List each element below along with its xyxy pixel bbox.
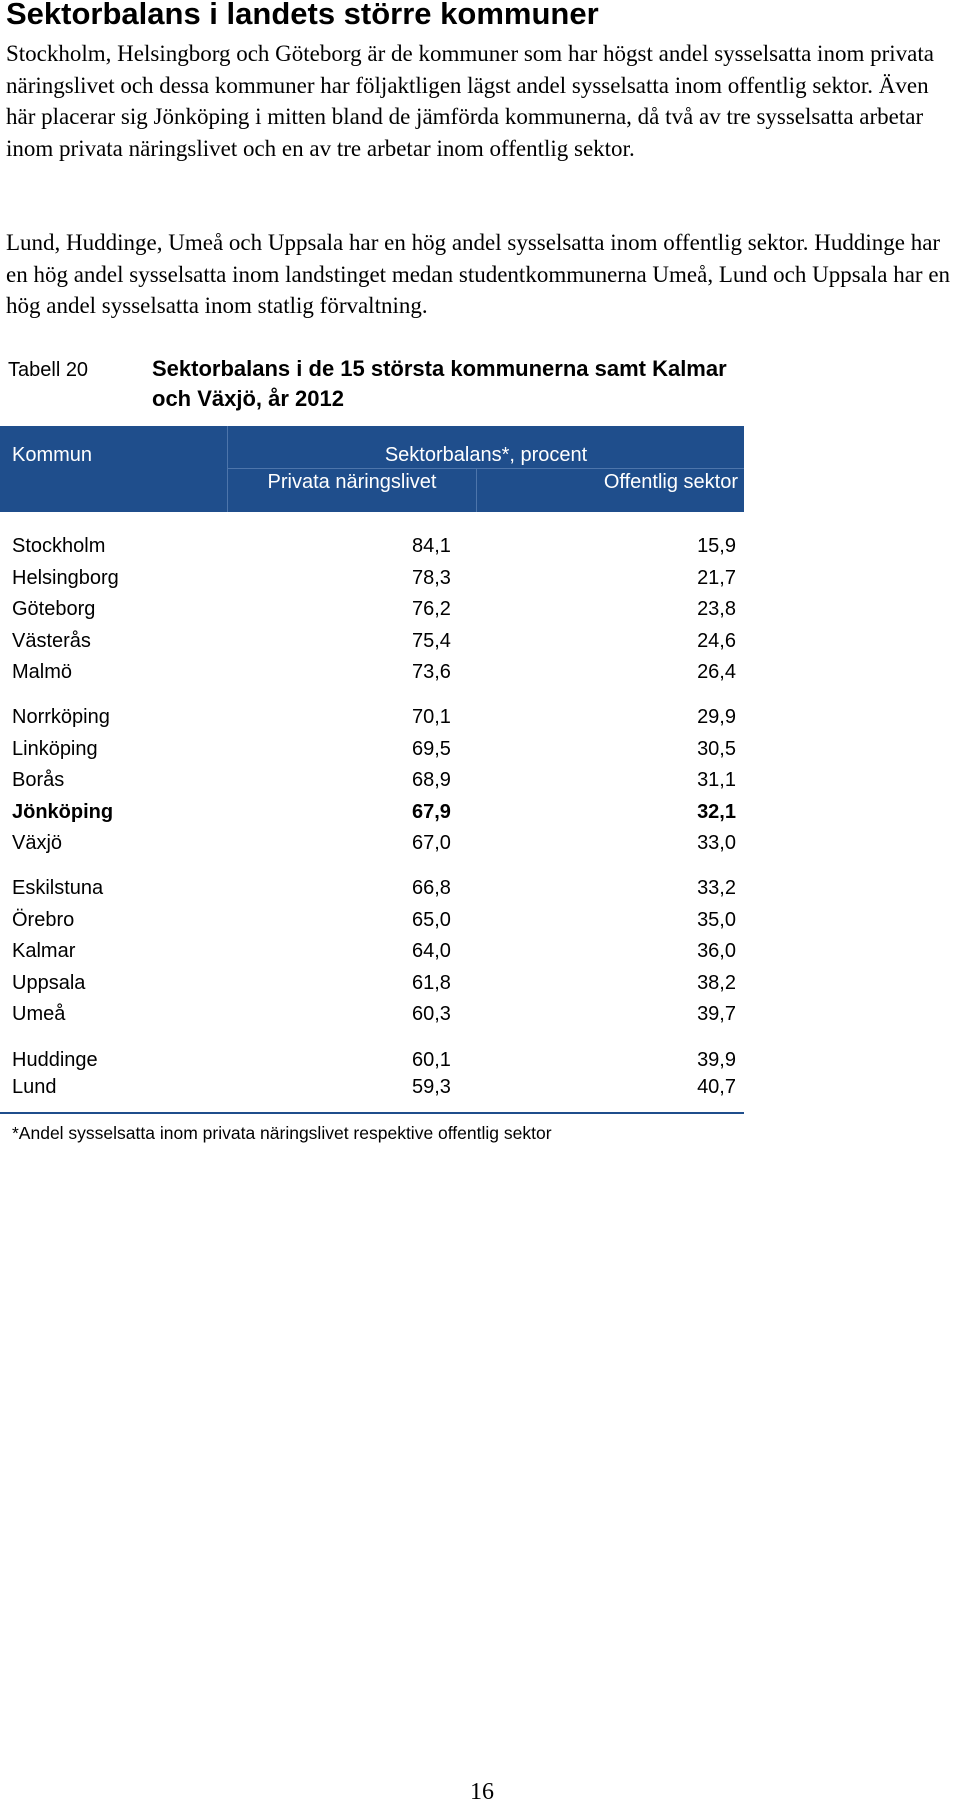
page-number: 16 — [470, 1779, 494, 1805]
table-row-highlighted: Jönköping 67,9 32,1 — [0, 798, 744, 826]
cell-offentlig: 15,9 — [697, 535, 736, 557]
cell-offentlig: 26,4 — [697, 661, 736, 683]
cell-privat: 59,3 — [412, 1076, 451, 1098]
table-row: Örebro 65,0 35,0 — [0, 906, 744, 934]
cell-kommun: Malmö — [12, 661, 73, 683]
cell-privat: 64,0 — [412, 940, 451, 962]
table-footnote: *Andel sysselsatta inom privata näringsl… — [12, 1123, 552, 1143]
cell-kommun: Örebro — [12, 908, 75, 931]
cell-offentlig: 39,9 — [697, 1049, 736, 1071]
header-sektorbalans: Sektorbalans*, procent — [384, 444, 588, 466]
cell-kommun: Uppsala — [12, 971, 86, 994]
table-row: Huddinge 60,1 39,9 — [0, 1046, 744, 1074]
cell-kommun: Lund — [12, 1076, 57, 1098]
header-kommun: Kommun — [12, 444, 93, 466]
table-row: Borås 68,9 31,1 — [0, 766, 744, 794]
cell-kommun: Borås — [12, 769, 65, 791]
paragraph-1: Stockholm, Helsingborg och Göteborg är d… — [6, 41, 934, 161]
cell-kommun: Göteborg — [12, 598, 96, 620]
cell-offentlig: 32,1 — [697, 800, 736, 823]
cell-privat: 60,3 — [412, 1003, 451, 1025]
header-divider — [228, 468, 744, 469]
cell-privat: 66,8 — [412, 877, 451, 899]
cell-privat: 69,5 — [412, 737, 451, 760]
cell-kommun: Stockholm — [12, 535, 106, 557]
table-row: Kalmar 64,0 36,0 — [0, 937, 744, 965]
cell-kommun: Linköping — [12, 737, 98, 760]
cell-offentlig: 33,2 — [697, 877, 736, 899]
cell-offentlig: 24,6 — [697, 629, 736, 652]
cell-privat: 61,8 — [412, 971, 451, 994]
cell-offentlig: 35,0 — [697, 908, 736, 931]
cell-offentlig: 33,0 — [697, 832, 736, 854]
cell-kommun: Huddinge — [12, 1049, 98, 1071]
table-row: Malmö 73,6 26,4 — [0, 658, 744, 686]
cell-offentlig: 30,5 — [697, 737, 736, 760]
table-row: Helsingborg 78,3 21,7 — [0, 564, 744, 592]
section-heading: Sektorbalans i landets större kommuner — [6, 0, 599, 31]
cell-kommun: Norrköping — [12, 706, 110, 728]
table-bottom-rule — [0, 1112, 744, 1114]
table-row: Uppsala 61,8 38,2 — [0, 969, 744, 997]
header-offentlig-sektor: Offentlig sektor — [603, 471, 738, 493]
cell-privat: 67,0 — [412, 832, 451, 854]
table-row: Linköping 69,5 30,5 — [0, 735, 744, 763]
cell-privat: 60,1 — [412, 1049, 451, 1071]
table-title: Sektorbalans i de 15 största kommunerna … — [152, 356, 727, 411]
table-row: Stockholm 84,1 15,9 — [0, 532, 744, 560]
cell-privat: 75,4 — [412, 629, 451, 652]
table-row: Göteborg 76,2 23,8 — [0, 595, 744, 623]
table-row: Norrköping 70,1 29,9 — [0, 703, 744, 731]
cell-kommun: Helsingborg — [12, 566, 119, 589]
cell-privat: 84,1 — [412, 535, 451, 557]
cell-privat: 70,1 — [412, 706, 451, 728]
table-row: Eskilstuna 66,8 33,2 — [0, 874, 744, 902]
cell-privat: 76,2 — [412, 598, 451, 620]
cell-kommun: Kalmar — [12, 940, 76, 962]
cell-offentlig: 31,1 — [697, 769, 736, 791]
cell-kommun: Växjö — [12, 832, 63, 854]
cell-offentlig: 40,7 — [697, 1076, 736, 1098]
cell-offentlig: 38,2 — [697, 971, 736, 994]
cell-kommun: Västerås — [12, 629, 91, 652]
cell-offentlig: 21,7 — [697, 566, 736, 589]
cell-kommun: Umeå — [12, 1003, 66, 1025]
cell-offentlig: 23,8 — [697, 598, 736, 620]
table-row: Västerås 75,4 24,6 — [0, 627, 744, 655]
paragraph-2: Lund, Huddinge, Umeå och Uppsala har en … — [6, 230, 951, 318]
cell-privat: 73,6 — [412, 661, 451, 683]
cell-offentlig: 29,9 — [697, 706, 736, 728]
cell-offentlig: 36,0 — [697, 940, 736, 962]
cell-privat: 67,9 — [412, 800, 451, 823]
table-header: Kommun Sektorbalans*, procent Privata nä… — [0, 426, 744, 512]
cell-kommun: Jönköping — [12, 800, 114, 823]
header-divider — [227, 426, 228, 512]
cell-privat: 68,9 — [412, 769, 451, 791]
cell-kommun: Eskilstuna — [12, 877, 104, 899]
table-row: Lund 59,3 40,7 — [0, 1073, 744, 1101]
table-label: Tabell 20 — [8, 359, 89, 381]
header-divider — [476, 469, 477, 512]
table-row: Växjö 67,0 33,0 — [0, 829, 744, 857]
cell-offentlig: 39,7 — [697, 1003, 736, 1025]
table-row: Umeå 60,3 39,7 — [0, 1000, 744, 1028]
header-privata-naringslivet: Privata näringslivet — [267, 471, 437, 493]
cell-privat: 65,0 — [412, 908, 451, 931]
cell-privat: 78,3 — [412, 566, 451, 589]
